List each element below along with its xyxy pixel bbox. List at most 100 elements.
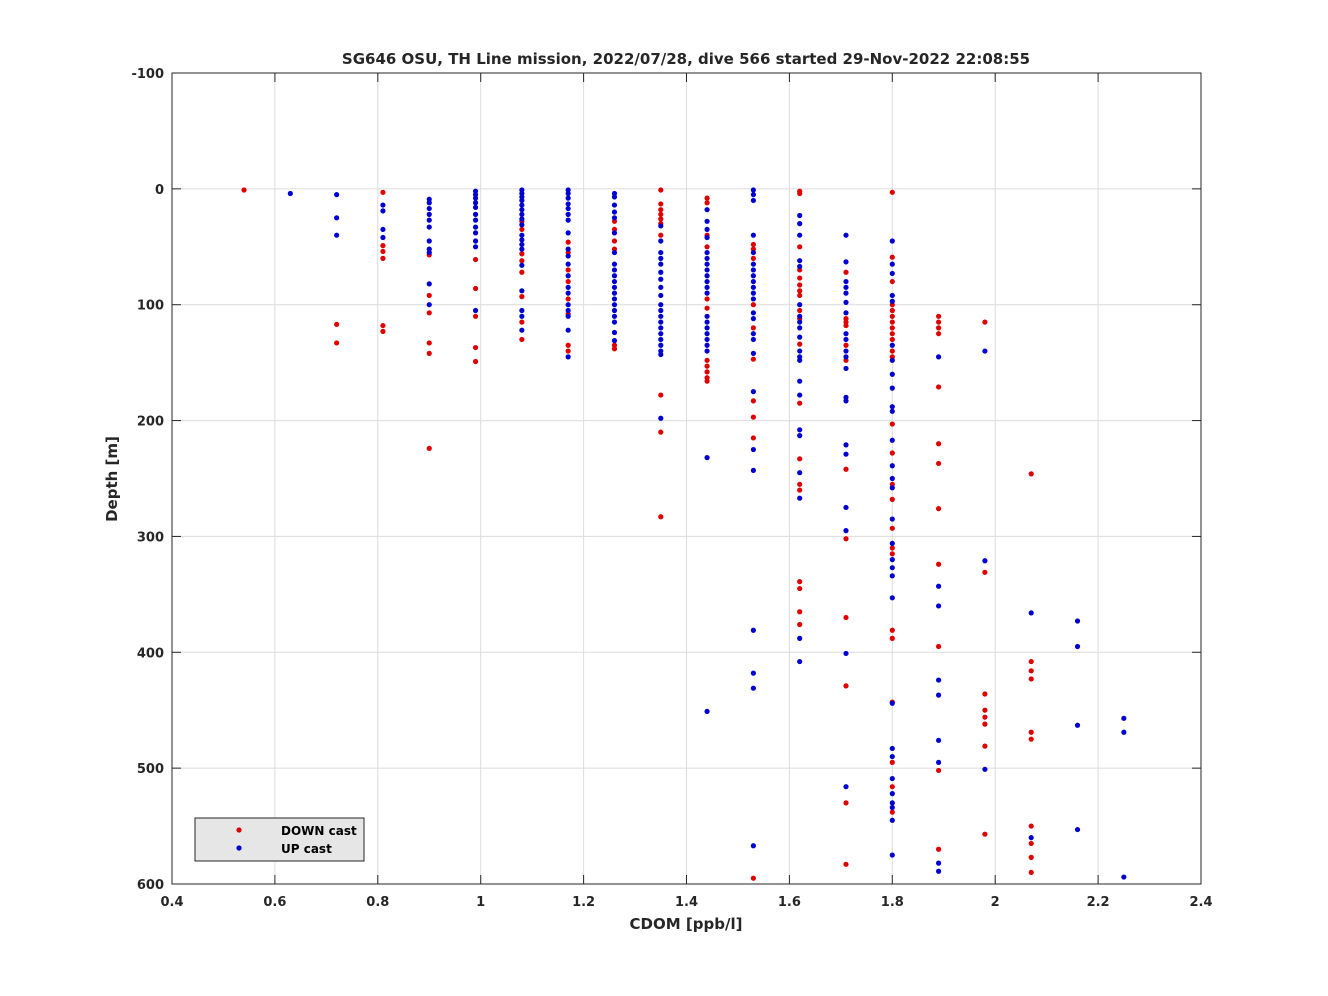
point-down-cast [982,707,988,713]
y-tick-label: 0 [155,183,164,198]
point-up-cast [797,325,803,331]
point-up-cast [889,753,895,760]
point-up-cast [797,258,803,264]
x-tick-label: 2.4 [1189,895,1212,910]
point-down-cast [658,211,664,217]
point-up-cast [889,437,895,443]
point-up-cast [797,357,803,363]
point-down-cast [797,585,803,592]
point-up-cast [472,204,479,210]
point-down-cast [426,340,432,346]
point-up-cast [1121,715,1127,721]
point-up-cast [704,331,710,337]
point-down-cast [797,288,803,294]
point-up-cast [797,427,803,433]
y-tick-label: 200 [137,415,164,430]
point-up-cast [658,249,664,256]
x-tick-label: 2.2 [1087,895,1110,910]
point-up-cast [889,804,895,811]
point-up-cast [704,708,710,714]
point-down-cast [750,255,756,261]
point-down-cast [1028,658,1034,665]
point-down-cast [797,244,803,250]
point-down-cast [936,331,942,337]
point-up-cast [936,354,942,360]
point-up-cast [797,313,803,319]
point-down-cast [843,342,849,348]
point-up-cast [889,800,895,806]
point-down-cast [797,190,803,197]
point-up-cast [889,298,895,304]
point-down-cast [380,243,386,249]
point-up-cast [565,217,571,223]
point-down-cast [889,421,895,427]
point-up-cast [565,201,571,207]
point-up-cast [982,766,988,772]
point-up-cast [519,197,525,204]
point-up-cast [380,226,386,233]
point-up-cast [797,470,803,476]
point-up-cast [658,331,664,337]
point-up-cast [658,302,664,308]
point-up-cast [889,557,895,563]
point-up-cast [426,249,432,256]
point-down-cast [750,875,756,881]
point-down-cast [936,506,942,512]
point-down-cast [426,310,432,316]
point-down-cast [889,759,895,765]
point-down-cast [936,325,942,331]
point-down-cast [889,336,895,343]
point-down-cast [426,445,432,451]
point-down-cast [1028,840,1034,847]
point-down-cast [843,861,849,867]
point-down-cast [889,809,895,815]
y-tick-label: 300 [137,530,164,545]
point-down-cast [982,691,988,697]
point-up-cast [704,249,710,256]
point-up-cast [889,565,895,571]
point-up-cast [519,232,525,238]
point-up-cast [472,244,479,250]
point-up-cast [982,558,988,564]
point-down-cast [704,244,710,250]
point-up-cast [519,207,525,213]
point-up-cast [472,230,479,236]
point-down-cast [658,207,664,213]
point-up-cast [750,685,756,691]
point-up-cast [750,192,756,198]
point-up-cast [519,241,525,248]
point-down-cast [797,487,803,493]
legend-marker-up-cast [236,845,242,851]
point-down-cast [1028,869,1034,876]
point-down-cast [1028,736,1034,742]
point-up-cast [565,354,571,360]
point-down-cast [519,269,525,275]
point-up-cast [936,737,942,743]
point-up-cast [658,276,664,282]
point-up-cast [658,342,664,348]
point-up-cast [519,307,525,314]
point-up-cast [750,331,756,337]
point-up-cast [889,817,895,823]
point-up-cast [611,230,618,236]
point-down-cast [1028,471,1034,477]
point-up-cast [936,868,942,874]
x-tick-label: 1.6 [778,895,801,910]
point-up-cast [750,350,756,356]
point-down-cast [889,784,895,790]
point-up-cast [519,288,525,294]
point-down-cast [426,350,432,356]
point-up-cast [704,336,710,343]
point-down-cast [611,238,618,244]
point-up-cast [843,284,849,290]
point-up-cast [797,221,803,227]
point-up-cast [704,290,710,296]
point-down-cast [936,561,942,567]
point-up-cast [611,202,618,208]
point-down-cast [565,342,571,348]
point-down-cast [704,363,710,369]
point-down-cast [1028,676,1034,682]
point-up-cast [889,775,895,782]
point-up-cast [889,540,895,546]
point-up-cast [889,270,895,277]
